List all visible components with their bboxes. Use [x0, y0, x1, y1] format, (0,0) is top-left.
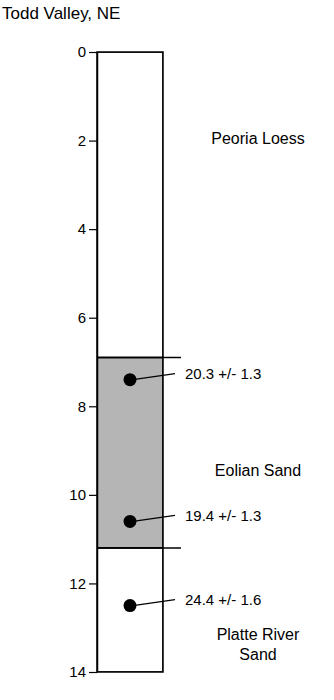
tick-mark: [89, 140, 97, 141]
boundary-line: [97, 547, 181, 549]
tick-label: 12: [69, 575, 86, 592]
tick: 6: [78, 309, 97, 326]
leader-line: [133, 515, 175, 521]
tick-label: 4: [78, 220, 86, 237]
title: Todd Valley, NE: [2, 4, 120, 23]
tick-label: 6: [78, 309, 86, 326]
tick-label: 0: [78, 43, 86, 60]
boundary-line: [97, 357, 181, 359]
tick: 2: [78, 132, 97, 149]
chart: Todd Valley, NE 20.3 +/- 1.3 19.4 +/- 1.3 2…: [0, 0, 334, 700]
tick: 0: [78, 43, 97, 60]
layer-label: Peoria Loess: [211, 130, 304, 147]
tick-mark: [89, 495, 97, 496]
tick: 8: [78, 398, 97, 415]
layer: [97, 358, 163, 548]
tick-label: 14: [69, 663, 86, 680]
tick-mark: [89, 583, 97, 584]
layer: [97, 548, 163, 672]
y-axis: 0 2 4 6 8 10 12 14: [69, 43, 97, 680]
tick: 10: [69, 486, 97, 503]
tick-label: 2: [78, 132, 86, 149]
tick: 14: [69, 663, 97, 680]
tick: 12: [69, 575, 97, 592]
tick-mark: [89, 318, 97, 319]
tick-label: 10: [69, 486, 86, 503]
sample-label: 20.3 +/- 1.3: [185, 365, 261, 382]
axis-line: [97, 53, 99, 673]
tick: 4: [78, 220, 97, 237]
sample-label: 24.4 +/- 1.6: [185, 591, 261, 608]
layer-label: Platte River: [217, 626, 300, 643]
tick-mark: [89, 406, 97, 407]
leader-line: [133, 600, 175, 606]
tick-mark: [89, 672, 97, 673]
column-frame: [97, 52, 163, 672]
layer: [97, 52, 163, 358]
leader-line: [133, 374, 175, 380]
tick-mark: [89, 52, 97, 53]
plot-area: [97, 52, 163, 672]
sample-label: 19.4 +/- 1.3: [185, 507, 261, 524]
layer-label: Sand: [239, 646, 276, 663]
tick-label: 8: [78, 398, 86, 415]
tick-mark: [89, 229, 97, 230]
layer-label: Eolian Sand: [215, 462, 301, 479]
